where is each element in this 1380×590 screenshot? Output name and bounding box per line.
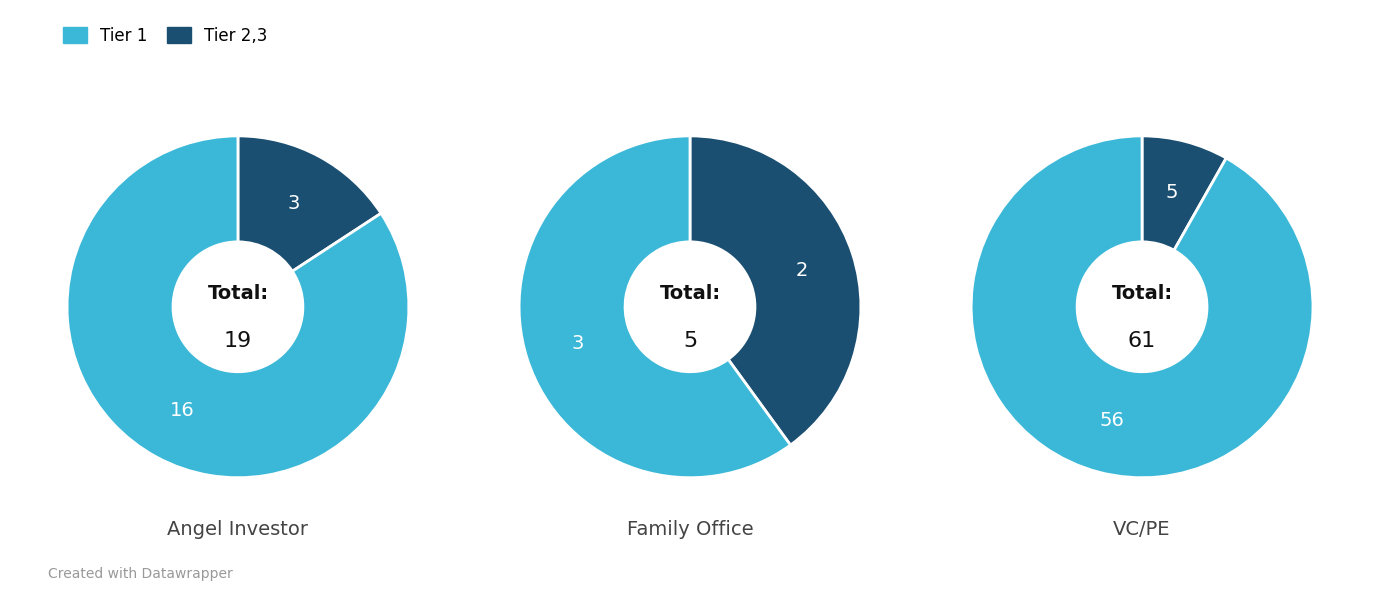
Legend: Tier 1, Tier 2,3: Tier 1, Tier 2,3 (57, 20, 275, 51)
Text: Total:: Total: (660, 284, 720, 303)
Text: 5: 5 (683, 331, 697, 351)
Wedge shape (68, 136, 408, 478)
Wedge shape (237, 136, 381, 271)
Text: Total:: Total: (1111, 284, 1173, 303)
Text: Created with Datawrapper: Created with Datawrapper (48, 567, 233, 581)
Wedge shape (519, 136, 791, 478)
Title: Angel Investor: Angel Investor (167, 520, 309, 539)
Text: 3: 3 (571, 334, 584, 353)
Wedge shape (690, 136, 861, 445)
Title: VC/PE: VC/PE (1114, 520, 1170, 539)
Text: 56: 56 (1100, 411, 1125, 430)
Text: 61: 61 (1127, 331, 1156, 351)
Text: 16: 16 (170, 401, 195, 420)
Text: 3: 3 (288, 194, 301, 212)
Text: 2: 2 (796, 261, 809, 280)
Text: 19: 19 (224, 331, 253, 351)
Text: 5: 5 (1166, 183, 1179, 202)
Wedge shape (1143, 136, 1227, 250)
Title: Family Office: Family Office (627, 520, 753, 539)
Wedge shape (972, 136, 1312, 478)
Text: Total:: Total: (207, 284, 269, 303)
